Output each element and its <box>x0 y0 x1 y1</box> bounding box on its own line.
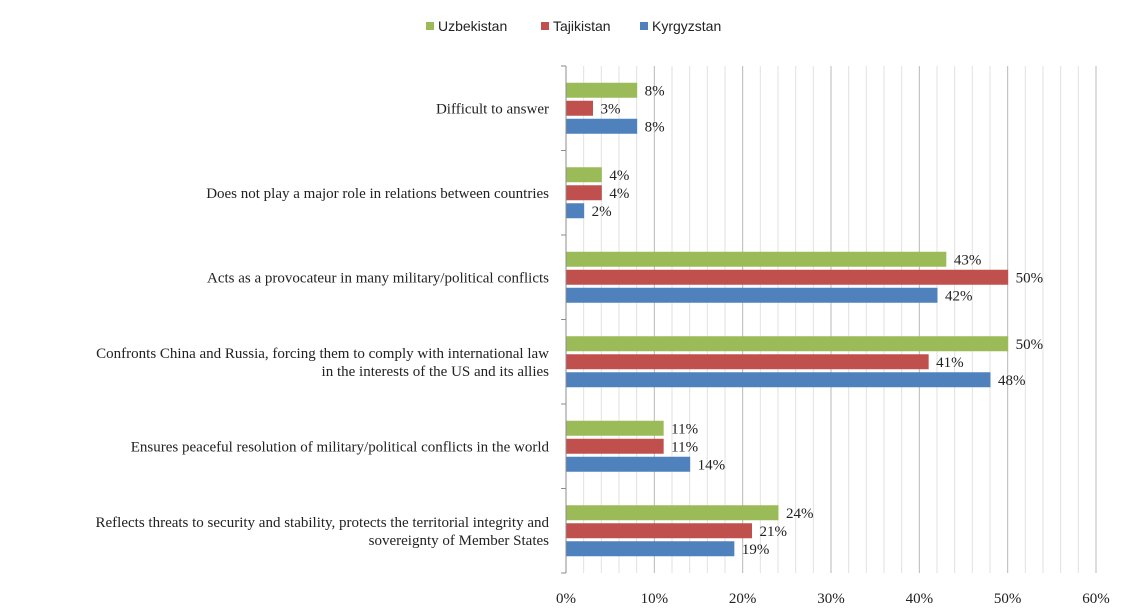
bar-uzbekistan <box>566 82 638 98</box>
bar-tajikistan <box>566 354 929 370</box>
x-tick-label: 60% <box>1082 591 1110 607</box>
data-label-tajikistan: 3% <box>601 101 621 117</box>
bar-uzbekistan <box>566 336 1009 352</box>
bar-tajikistan <box>566 523 752 539</box>
bar-tajikistan <box>566 269 1009 285</box>
x-tick-label: 40% <box>906 591 934 607</box>
bar-kyrgyzstan <box>566 118 638 134</box>
bar-tajikistan <box>566 185 602 201</box>
bar-uzbekistan <box>566 167 602 183</box>
bar-uzbekistan <box>566 251 947 267</box>
legend-label-kyrgyzstan: Kyrgyzstan <box>652 18 721 34</box>
data-label-tajikistan: 11% <box>671 439 698 455</box>
bar-tajikistan <box>566 100 593 116</box>
category-label: sovereignty of Member States <box>369 533 550 549</box>
x-tick-label: 50% <box>994 591 1022 607</box>
data-label-uzbekistan: 24% <box>786 506 814 522</box>
x-tick-label: 30% <box>817 591 845 607</box>
data-label-tajikistan: 50% <box>1016 270 1044 286</box>
data-label-kyrgyzstan: 48% <box>998 373 1026 389</box>
x-tick-label: 10% <box>641 591 669 607</box>
category-label: in the interests of the US and its allie… <box>322 364 550 380</box>
data-label-uzbekistan: 8% <box>645 83 665 99</box>
data-label-tajikistan: 4% <box>609 186 629 202</box>
data-label-uzbekistan: 11% <box>671 421 698 437</box>
category-label: Acts as a provocateur in many military/p… <box>207 270 549 286</box>
data-label-kyrgyzstan: 8% <box>645 119 665 135</box>
data-label-uzbekistan: 50% <box>1016 337 1044 353</box>
data-label-kyrgyzstan: 2% <box>592 204 612 220</box>
data-label-tajikistan: 41% <box>936 355 964 371</box>
category-label: Difficult to answer <box>436 101 549 117</box>
bar-kyrgyzstan <box>566 456 691 472</box>
data-label-kyrgyzstan: 42% <box>945 288 973 304</box>
x-tick-label: 0% <box>556 591 576 607</box>
category-label: Confronts China and Russia, forcing them… <box>96 346 549 362</box>
bar-kyrgyzstan <box>566 372 991 388</box>
bar-kyrgyzstan <box>566 541 735 557</box>
category-label: Reflects threats to security and stabili… <box>96 515 550 531</box>
bar-uzbekistan <box>566 505 779 521</box>
data-label-uzbekistan: 43% <box>954 252 982 268</box>
legend-swatch-tajikistan <box>541 22 549 30</box>
data-label-uzbekistan: 4% <box>609 168 629 184</box>
category-label: Ensures peaceful resolution of military/… <box>131 439 550 455</box>
data-label-kyrgyzstan: 14% <box>698 457 726 473</box>
x-tick-label: 20% <box>729 591 757 607</box>
bar-uzbekistan <box>566 420 664 436</box>
legend-label-uzbekistan: Uzbekistan <box>438 18 507 34</box>
legend-label-tajikistan: Tajikistan <box>553 18 611 34</box>
bar-tajikistan <box>566 438 664 454</box>
data-label-kyrgyzstan: 19% <box>742 542 770 558</box>
data-label-tajikistan: 21% <box>760 524 788 540</box>
legend-swatch-uzbekistan <box>426 22 434 30</box>
legend-swatch-kyrgyzstan <box>640 22 648 30</box>
bar-kyrgyzstan <box>566 287 938 303</box>
category-label: Does not play a major role in relations … <box>206 186 549 202</box>
bar-kyrgyzstan <box>566 203 585 219</box>
